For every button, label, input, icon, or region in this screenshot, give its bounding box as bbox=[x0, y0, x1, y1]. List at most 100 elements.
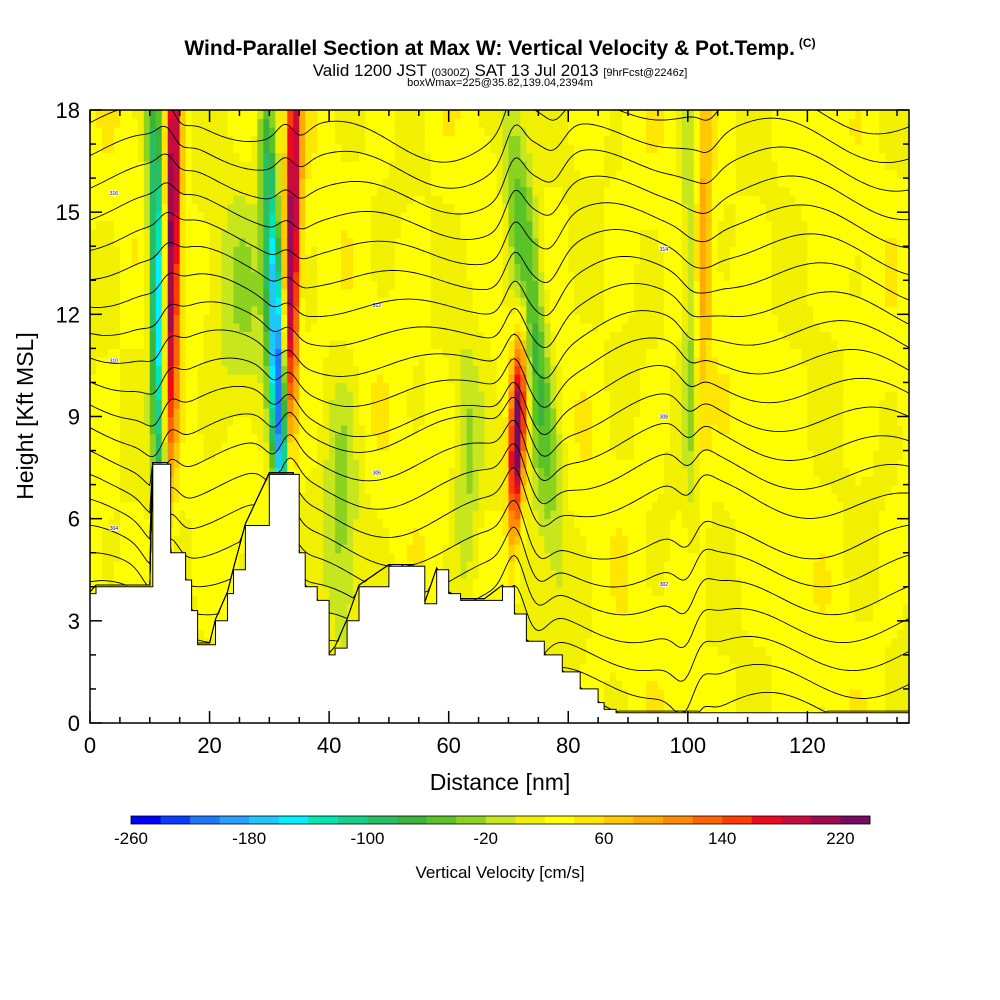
field-cell bbox=[275, 195, 282, 205]
field-cell bbox=[191, 365, 199, 375]
field-cell bbox=[137, 433, 145, 443]
field-cell bbox=[376, 365, 384, 375]
field-cell bbox=[155, 144, 163, 154]
field-cell bbox=[382, 348, 390, 358]
field-cell bbox=[311, 280, 318, 290]
field-cell bbox=[376, 467, 384, 477]
field-cell bbox=[269, 459, 276, 469]
field-cell bbox=[293, 118, 300, 128]
field-cell bbox=[257, 501, 264, 511]
field-cell bbox=[287, 442, 294, 452]
field-cell bbox=[317, 527, 324, 537]
field-cell bbox=[496, 484, 504, 494]
field-cell bbox=[359, 467, 366, 477]
field-cell bbox=[478, 178, 486, 188]
field-cell bbox=[454, 586, 462, 596]
field-cell bbox=[173, 127, 181, 137]
field-cell bbox=[287, 322, 294, 332]
field-cell bbox=[173, 544, 181, 554]
field-cell bbox=[287, 271, 294, 281]
field-cell bbox=[95, 442, 103, 452]
field-cell bbox=[454, 195, 462, 205]
field-cell bbox=[287, 229, 294, 239]
field-cell bbox=[209, 348, 217, 358]
field-cell bbox=[245, 212, 253, 222]
field-cell bbox=[149, 442, 157, 452]
field-cell bbox=[191, 161, 199, 171]
field-cell bbox=[466, 399, 474, 409]
field-cell bbox=[221, 425, 229, 435]
field-cell bbox=[490, 578, 498, 588]
field-cell bbox=[412, 416, 420, 426]
field-cell bbox=[113, 467, 121, 477]
field-cell bbox=[496, 407, 504, 418]
field-cell bbox=[275, 263, 282, 273]
field-cell bbox=[215, 476, 223, 486]
field-cell bbox=[209, 135, 217, 145]
field-cell bbox=[113, 280, 121, 290]
field-cell bbox=[90, 433, 97, 443]
field-cell bbox=[311, 442, 318, 452]
field-cell bbox=[478, 135, 486, 145]
field-cell bbox=[335, 263, 342, 273]
field-cell bbox=[143, 246, 151, 256]
field-cell bbox=[329, 110, 336, 120]
field-cell bbox=[317, 476, 324, 486]
field-cell bbox=[329, 161, 336, 171]
field-cell bbox=[299, 331, 306, 341]
field-cell bbox=[101, 459, 109, 469]
field-cell bbox=[448, 399, 456, 409]
field-cell bbox=[233, 518, 241, 528]
field-cell bbox=[472, 186, 480, 196]
field-cell bbox=[95, 544, 103, 554]
field-cell bbox=[418, 135, 426, 145]
field-cell bbox=[323, 161, 330, 171]
field-cell bbox=[125, 407, 133, 418]
field-cell bbox=[203, 467, 211, 477]
field-cell bbox=[179, 399, 187, 409]
field-cell bbox=[382, 552, 390, 562]
field-cell bbox=[101, 569, 109, 579]
field-cell bbox=[329, 118, 336, 128]
field-cell bbox=[281, 297, 288, 307]
field-cell bbox=[460, 459, 468, 469]
field-cell bbox=[466, 229, 474, 239]
field-cell bbox=[370, 280, 378, 290]
field-cell bbox=[388, 254, 396, 264]
field-cell bbox=[269, 425, 276, 435]
field-cell bbox=[496, 169, 504, 179]
field-cell bbox=[143, 280, 151, 290]
field-cell bbox=[179, 110, 187, 120]
field-cell bbox=[245, 433, 253, 443]
field-cell bbox=[179, 510, 187, 520]
field-cell bbox=[90, 110, 97, 120]
field-cell bbox=[90, 356, 97, 367]
field-cell bbox=[484, 118, 492, 128]
field-cell bbox=[299, 127, 306, 137]
field-cell bbox=[131, 254, 139, 264]
field-cell bbox=[490, 305, 498, 315]
field-cell bbox=[299, 382, 306, 392]
field-cell bbox=[299, 229, 306, 239]
field-cell bbox=[269, 382, 276, 392]
field-cell bbox=[317, 552, 324, 562]
field-cell bbox=[269, 152, 276, 162]
field-cell bbox=[466, 339, 474, 349]
field-cell bbox=[191, 331, 199, 341]
field-cell bbox=[442, 348, 450, 358]
field-cell bbox=[317, 459, 324, 469]
field-cell bbox=[131, 195, 139, 205]
field-cell bbox=[281, 195, 288, 205]
field-cell bbox=[263, 152, 270, 162]
field-cell bbox=[125, 459, 133, 469]
field-cell bbox=[311, 161, 318, 171]
field-cell bbox=[215, 237, 223, 247]
field-cell bbox=[472, 280, 480, 290]
field-cell bbox=[179, 390, 187, 401]
field-cell bbox=[305, 178, 312, 188]
field-cell bbox=[155, 390, 163, 401]
field-cell bbox=[101, 135, 109, 145]
field-cell bbox=[239, 195, 247, 205]
field-cell bbox=[341, 195, 348, 205]
field-cell bbox=[442, 246, 450, 256]
